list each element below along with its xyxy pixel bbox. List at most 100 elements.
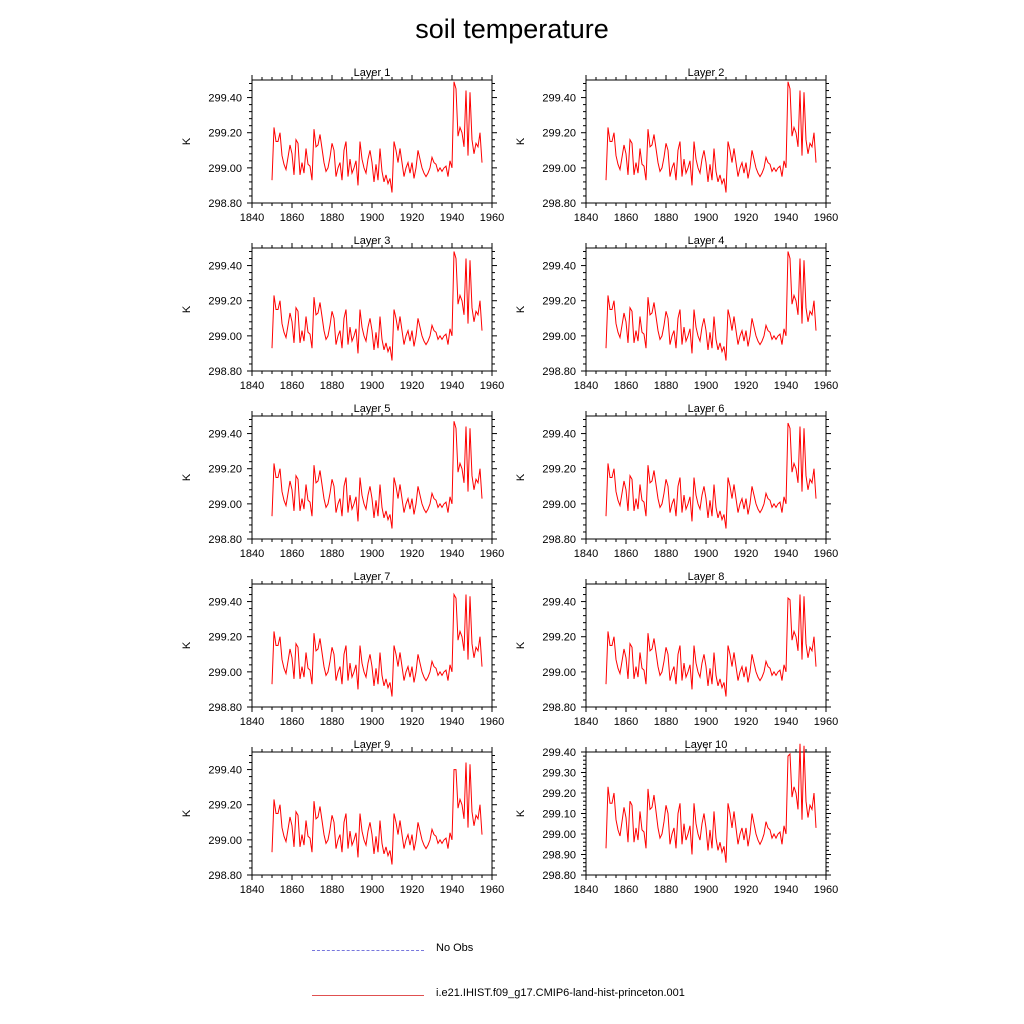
y-tick-label: 299.00 — [542, 331, 576, 343]
x-tick-label: 1960 — [480, 548, 504, 560]
series-line — [605, 251, 817, 361]
panel-title: Layer 4 — [688, 235, 725, 247]
y-tick-label: 299.20 — [542, 296, 576, 308]
x-tick-label: 1960 — [814, 548, 838, 560]
panel-title: Layer 3 — [354, 235, 391, 247]
x-tick-label: 1960 — [814, 716, 838, 728]
x-tick-label: 1860 — [614, 212, 638, 224]
x-tick-label: 1860 — [280, 884, 304, 896]
y-tick-label: 299.40 — [208, 765, 242, 777]
x-tick-label: 1840 — [240, 716, 264, 728]
series-line — [605, 743, 817, 863]
x-tick-label: 1880 — [320, 884, 344, 896]
panel-layer-10: Layer 10 K 1840 1860 1880 1900 1920 1940 1960 298… — [515, 739, 838, 896]
y-tick-label: 299.40 — [542, 93, 576, 105]
x-tick-label: 1940 — [440, 212, 464, 224]
y-axis-label: K — [515, 641, 527, 649]
x-tick-label: 1840 — [574, 716, 598, 728]
x-tick-label: 1900 — [694, 212, 718, 224]
x-tick-label: 1940 — [774, 380, 798, 392]
legend-entry-model: i.e21.IHIST.f09_g17.CMIP6-land-hist-prin… — [312, 985, 812, 1005]
panel-title: Layer 6 — [688, 403, 725, 415]
legend-entry-obs: No Obs — [312, 940, 812, 960]
x-tick-label: 1880 — [654, 380, 678, 392]
series-line — [605, 422, 817, 529]
panel-title: Layer 10 — [685, 739, 728, 751]
y-tick-label: 298.80 — [542, 870, 576, 882]
x-tick-label: 1900 — [360, 548, 384, 560]
x-tick-label: 1880 — [654, 884, 678, 896]
series-line — [271, 592, 483, 697]
x-tick-label: 1920 — [734, 380, 758, 392]
y-tick-label: 298.80 — [208, 870, 242, 882]
x-tick-label: 1920 — [400, 212, 424, 224]
y-tick-label: 299.00 — [208, 835, 242, 847]
x-tick-label: 1920 — [400, 548, 424, 560]
panel-title: Layer 2 — [688, 67, 725, 79]
x-tick-label: 1960 — [814, 380, 838, 392]
y-tick-label: 298.80 — [208, 534, 242, 546]
panel-title: Layer 1 — [354, 67, 391, 79]
legend-swatch-model — [312, 995, 424, 996]
y-tick-label: 299.30 — [542, 768, 576, 780]
x-tick-label: 1860 — [280, 716, 304, 728]
y-axis-label: K — [515, 305, 527, 313]
series-line — [271, 421, 483, 529]
y-tick-label: 299.00 — [542, 163, 576, 175]
y-tick-label: 299.00 — [542, 667, 576, 679]
x-tick-label: 1880 — [654, 212, 678, 224]
x-tick-label: 1940 — [440, 884, 464, 896]
plot-frame — [585, 751, 827, 876]
x-tick-label: 1920 — [400, 884, 424, 896]
legend-label-obs: No Obs — [436, 942, 474, 954]
x-tick-label: 1940 — [774, 884, 798, 896]
x-tick-label: 1860 — [280, 548, 304, 560]
x-tick-label: 1880 — [320, 212, 344, 224]
x-tick-label: 1940 — [440, 716, 464, 728]
series-line — [271, 762, 483, 865]
panel-layer-6: Layer 6 K 1840 1860 1880 1900 1920 1940 1960 298.… — [515, 403, 838, 560]
x-tick-label: 1960 — [480, 716, 504, 728]
y-tick-label: 299.20 — [542, 128, 576, 140]
y-tick-label: 298.80 — [542, 534, 576, 546]
panel-title: Layer 8 — [688, 571, 725, 583]
x-tick-label: 1840 — [574, 548, 598, 560]
panel-layer-7: Layer 7 K 1840 1860 1880 1900 1920 1940 1960 298.… — [181, 571, 504, 728]
x-tick-label: 1940 — [774, 716, 798, 728]
x-tick-label: 1920 — [734, 716, 758, 728]
y-tick-label: 299.40 — [542, 429, 576, 441]
legend-label-model: i.e21.IHIST.f09_g17.CMIP6-land-hist-prin… — [436, 987, 685, 999]
legend-swatch-obs — [312, 950, 424, 951]
y-tick-label: 299.00 — [208, 499, 242, 511]
x-tick-label: 1840 — [574, 212, 598, 224]
panel-title: Layer 5 — [354, 403, 391, 415]
panel-title: Layer 7 — [354, 571, 391, 583]
y-tick-label: 299.40 — [208, 429, 242, 441]
y-tick-label: 299.40 — [542, 261, 576, 273]
panel-title: Layer 9 — [354, 739, 391, 751]
x-tick-label: 1920 — [734, 212, 758, 224]
x-tick-label: 1900 — [694, 884, 718, 896]
y-tick-label: 299.00 — [208, 667, 242, 679]
y-tick-label: 299.40 — [208, 261, 242, 273]
x-tick-label: 1860 — [280, 380, 304, 392]
y-tick-label: 299.40 — [542, 747, 576, 759]
x-tick-label: 1960 — [814, 884, 838, 896]
y-tick-label: 299.20 — [208, 128, 242, 140]
x-tick-label: 1880 — [320, 716, 344, 728]
y-axis-label: K — [181, 473, 193, 481]
y-tick-label: 299.20 — [208, 296, 242, 308]
x-tick-label: 1880 — [654, 716, 678, 728]
y-axis-label: K — [181, 809, 193, 817]
x-tick-label: 1940 — [440, 380, 464, 392]
y-tick-label: 299.20 — [208, 800, 242, 812]
y-tick-label: 299.00 — [208, 163, 242, 175]
y-axis-label: K — [515, 809, 527, 817]
y-tick-label: 299.10 — [542, 809, 576, 821]
y-axis-label: K — [181, 137, 193, 145]
panel-layer-8: Layer 8 K 1840 1860 1880 1900 1920 1940 1960 298.… — [515, 571, 838, 728]
x-tick-label: 1900 — [694, 548, 718, 560]
series-line — [271, 251, 483, 361]
x-tick-label: 1900 — [360, 884, 384, 896]
